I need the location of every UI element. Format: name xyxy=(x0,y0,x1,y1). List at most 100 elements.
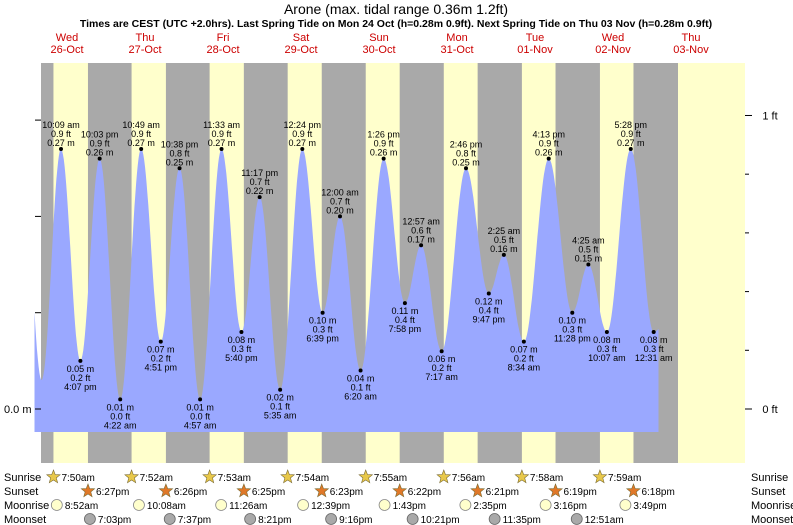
sunset-icon xyxy=(625,483,641,498)
tide-feet-label: 0.4 ft xyxy=(395,315,416,325)
day-date-label: 30-Oct xyxy=(362,44,395,56)
tide-point xyxy=(300,146,305,151)
tide-feet-label: 0.9 ft xyxy=(292,129,313,139)
tide-metre-label: 0.27 m xyxy=(127,138,155,148)
tide-feet-label: 0.8 ft xyxy=(456,148,477,158)
tide-feet-label: 0.4 ft xyxy=(479,305,500,315)
tide-feet-label: 0.2 ft xyxy=(514,354,535,364)
row-label-right-moonrise: Moonrise xyxy=(751,500,793,512)
row-label-right-moonset: Moonset xyxy=(751,514,793,525)
day-date-label: 03-Nov xyxy=(673,44,709,56)
moonrise-icon xyxy=(378,499,391,511)
tide-metre-label: 0.27 m xyxy=(47,138,75,148)
tide-time-label: 12:31 am xyxy=(635,353,673,363)
moonset-icon xyxy=(325,513,338,525)
sunset-icon xyxy=(392,483,408,498)
tide-metre-label: 0.17 m xyxy=(407,234,435,244)
tide-feet-label: 0.7 ft xyxy=(330,196,351,206)
sunset-time-label: 6:23pm xyxy=(330,487,363,498)
tide-time-label: 7:58 pm xyxy=(389,324,422,334)
sunrise-time-label: 7:58am xyxy=(530,473,563,484)
moonset-time-label: 9:16pm xyxy=(339,515,372,525)
tide-point xyxy=(118,397,123,402)
tide-time-label: 2:25 am xyxy=(488,226,521,236)
tide-time-label: 11:17 pm xyxy=(241,168,278,178)
tide-time-label: 4:13 pm xyxy=(532,130,565,140)
sunset-icon xyxy=(548,483,564,498)
tide-time-label: 12:57 am xyxy=(402,216,440,226)
row-label-left-moonset: Moonset xyxy=(4,514,46,525)
sunset-time-label: 6:18pm xyxy=(641,487,674,498)
tide-point xyxy=(257,195,262,200)
tide-metre-label: 0.10 m xyxy=(309,316,337,326)
moonrise-icon xyxy=(297,499,310,511)
tide-feet-label: 0.9 ft xyxy=(131,129,152,139)
day-weekday-label: Sat xyxy=(293,32,310,44)
tide-time-label: 9:47 pm xyxy=(473,314,506,324)
tide-time-label: 1:26 pm xyxy=(367,130,400,140)
sunrise-time-label: 7:59am xyxy=(608,473,641,484)
tide-point xyxy=(239,329,244,334)
tide-feet-label: 0.1 ft xyxy=(270,402,291,412)
moonrise-icon xyxy=(215,499,228,511)
tide-metre-label: 0.01 m xyxy=(106,402,134,412)
moonset-icon xyxy=(84,513,96,525)
sunrise-time-label: 7:55am xyxy=(374,473,407,484)
day-date-label: 26-Oct xyxy=(50,44,83,56)
tide-point xyxy=(381,156,386,161)
moonset-time-label: 7:37pm xyxy=(178,515,211,525)
sunrise-icon xyxy=(280,469,296,484)
tide-feet-label: 0.5 ft xyxy=(578,245,599,255)
tide-metre-label: 0.08 m xyxy=(593,335,621,345)
moonset-time-label: 12:51am xyxy=(585,515,624,525)
sunrise-time-label: 7:50am xyxy=(61,473,94,484)
sunset-time-label: 6:21pm xyxy=(486,487,519,498)
tide-feet-label: 0.7 ft xyxy=(250,177,271,187)
moonrise-icon xyxy=(133,499,145,511)
tide-time-label: 5:35 am xyxy=(264,411,297,421)
row-label-left-moonrise: Moonrise xyxy=(4,500,49,512)
tide-feet-label: 0.1 ft xyxy=(351,382,372,392)
day-weekday-label: Mon xyxy=(446,32,467,44)
tide-metre-label: 0.16 m xyxy=(490,244,518,254)
tide-metre-label: 0.01 m xyxy=(186,402,214,412)
day-weekday-label: Wed xyxy=(602,32,624,44)
tide-point xyxy=(546,156,551,161)
tide-metre-label: 0.27 m xyxy=(617,138,645,148)
tide-time-label: 4:57 am xyxy=(184,420,217,430)
tide-point xyxy=(158,339,163,344)
tide-feet-label: 0.8 ft xyxy=(170,148,191,158)
tide-point xyxy=(439,349,444,354)
tide-time-label: 4:22 am xyxy=(104,420,137,430)
day-weekday-label: Thu xyxy=(136,32,155,44)
day-weekday-label: Wed xyxy=(56,32,78,44)
moonrise-time-label: 2:35pm xyxy=(473,501,506,512)
sunset-time-label: 6:22pm xyxy=(408,487,441,498)
tide-feet-label: 0.9 ft xyxy=(51,129,72,139)
tide-point xyxy=(338,214,342,219)
tide-metre-label: 0.06 m xyxy=(428,354,456,364)
tide-metre-label: 0.07 m xyxy=(510,345,538,355)
sunrise-icon xyxy=(514,469,530,484)
tide-area-layer xyxy=(34,149,659,432)
row-label-left-sunset: Sunset xyxy=(4,486,38,498)
tide-feet-label: 0.3 ft xyxy=(231,344,252,354)
tide-feet-label: 0.3 ft xyxy=(597,344,618,354)
moonset-time-label: 8:21pm xyxy=(258,515,291,525)
tide-point xyxy=(177,166,182,171)
sunrise-icon xyxy=(358,469,374,484)
sunrise-time-label: 7:52am xyxy=(140,473,173,484)
tide-time-label: 10:38 pm xyxy=(161,139,199,149)
tide-time-label: 2:46 pm xyxy=(450,139,483,149)
tide-time-label: 6:39 pm xyxy=(306,334,339,344)
tide-metre-label: 0.15 m xyxy=(575,254,603,264)
chart-title: Arone (max. tidal range 0.36m 1.2ft) xyxy=(284,1,508,17)
tide-feet-label: 0.2 ft xyxy=(70,373,91,383)
sunset-time-label: 6:27pm xyxy=(96,487,129,498)
tide-metre-label: 0.26 m xyxy=(86,148,114,158)
tide-feet-label: 0.9 ft xyxy=(90,139,111,149)
day-date-label: 29-Oct xyxy=(284,44,317,56)
tide-labels-layer: 10:09 am0.9 ft0.27 m0.05 m0.2 ft4:07 pm1… xyxy=(42,120,672,430)
tide-time-label: 10:09 am xyxy=(42,120,80,130)
